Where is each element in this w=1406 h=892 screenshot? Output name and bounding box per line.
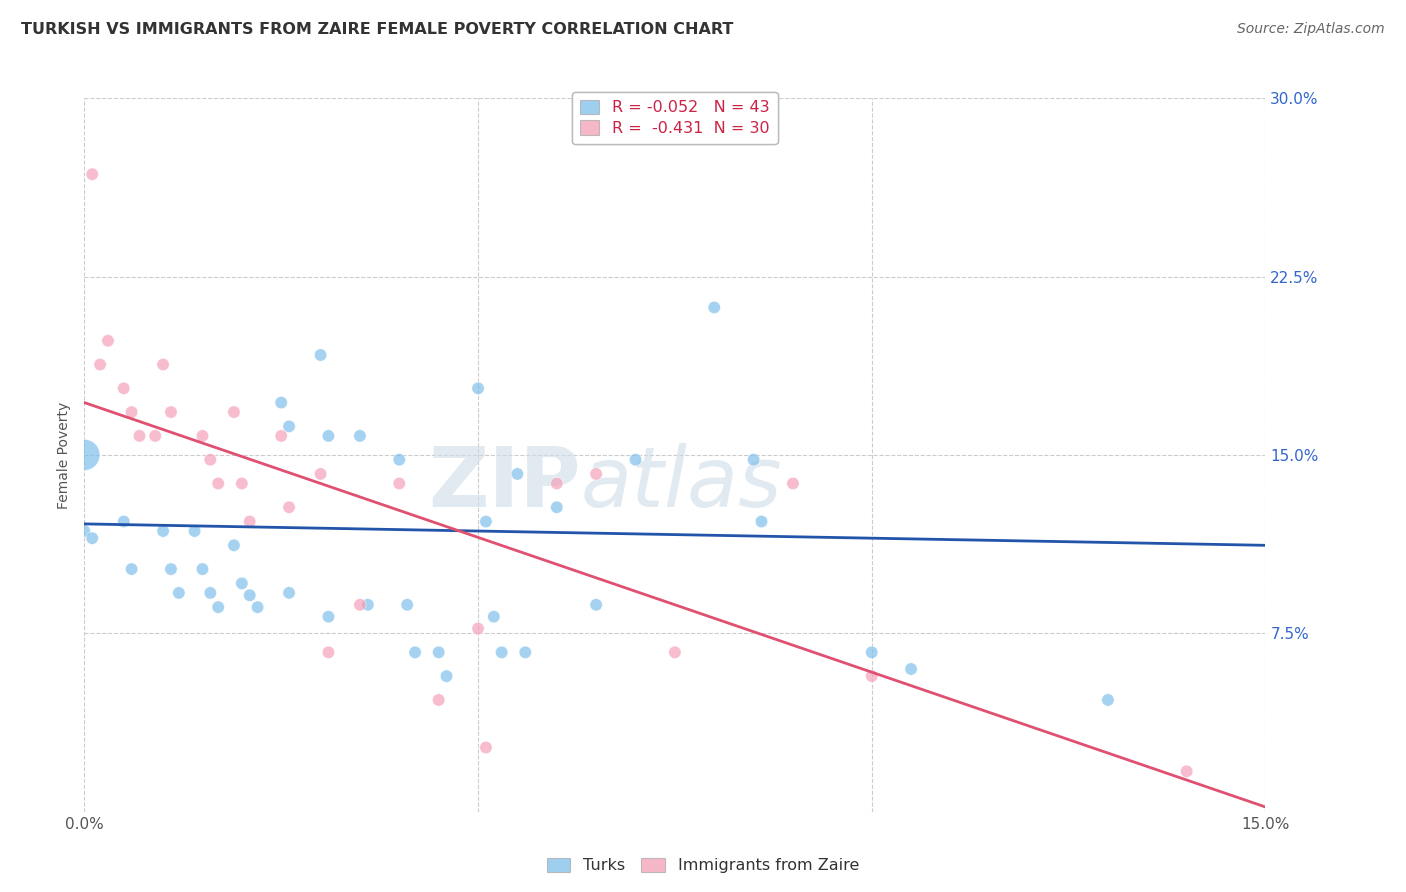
Point	[200, 586, 222, 600]
Point	[160, 405, 183, 419]
Point	[436, 669, 458, 683]
Point	[222, 538, 245, 552]
Point	[152, 358, 174, 372]
Point	[222, 405, 245, 419]
Point	[475, 515, 498, 529]
Point	[860, 669, 883, 683]
Point	[191, 429, 214, 443]
Point	[231, 476, 253, 491]
Text: atlas: atlas	[581, 443, 782, 524]
Point	[82, 167, 104, 181]
Point	[900, 662, 922, 676]
Point	[278, 586, 301, 600]
Point	[585, 598, 607, 612]
Point	[427, 645, 450, 659]
Point	[309, 467, 332, 481]
Point	[467, 381, 489, 395]
Point	[427, 693, 450, 707]
Point	[270, 429, 292, 443]
Point	[546, 476, 568, 491]
Point	[742, 452, 765, 467]
Point	[73, 524, 96, 538]
Point	[73, 448, 96, 462]
Point	[231, 576, 253, 591]
Point	[349, 598, 371, 612]
Text: TURKISH VS IMMIGRANTS FROM ZAIRE FEMALE POVERTY CORRELATION CHART: TURKISH VS IMMIGRANTS FROM ZAIRE FEMALE …	[21, 22, 734, 37]
Point	[388, 476, 411, 491]
Point	[585, 467, 607, 481]
Point	[112, 381, 135, 395]
Point	[239, 588, 262, 602]
Point	[357, 598, 380, 612]
Point	[278, 500, 301, 515]
Point	[97, 334, 120, 348]
Point	[121, 405, 143, 419]
Point	[318, 429, 340, 443]
Point	[1175, 764, 1198, 779]
Point	[278, 419, 301, 434]
Point	[183, 524, 205, 538]
Point	[782, 476, 804, 491]
Point	[1097, 693, 1119, 707]
Point	[200, 452, 222, 467]
Point	[246, 600, 269, 615]
Point	[152, 524, 174, 538]
Point	[121, 562, 143, 576]
Point	[207, 476, 229, 491]
Legend: Turks, Immigrants from Zaire: Turks, Immigrants from Zaire	[540, 851, 866, 880]
Point	[167, 586, 190, 600]
Point	[207, 600, 229, 615]
Point	[491, 645, 513, 659]
Point	[318, 645, 340, 659]
Text: ZIP: ZIP	[427, 443, 581, 524]
Point	[703, 301, 725, 315]
Point	[160, 562, 183, 576]
Y-axis label: Female Poverty: Female Poverty	[58, 401, 72, 508]
Legend: R = -0.052   N = 43, R =  -0.431  N = 30: R = -0.052 N = 43, R = -0.431 N = 30	[572, 92, 778, 144]
Point	[89, 358, 111, 372]
Point	[191, 562, 214, 576]
Point	[404, 645, 426, 659]
Point	[270, 395, 292, 409]
Point	[475, 740, 498, 755]
Point	[515, 645, 537, 659]
Point	[128, 429, 150, 443]
Point	[467, 622, 489, 636]
Point	[239, 515, 262, 529]
Point	[143, 429, 166, 443]
Point	[664, 645, 686, 659]
Point	[751, 515, 773, 529]
Point	[860, 645, 883, 659]
Text: Source: ZipAtlas.com: Source: ZipAtlas.com	[1237, 22, 1385, 37]
Point	[546, 500, 568, 515]
Point	[506, 467, 529, 481]
Point	[318, 609, 340, 624]
Point	[309, 348, 332, 362]
Point	[624, 452, 647, 467]
Point	[349, 429, 371, 443]
Point	[112, 515, 135, 529]
Point	[482, 609, 505, 624]
Point	[396, 598, 419, 612]
Point	[82, 531, 104, 545]
Point	[388, 452, 411, 467]
